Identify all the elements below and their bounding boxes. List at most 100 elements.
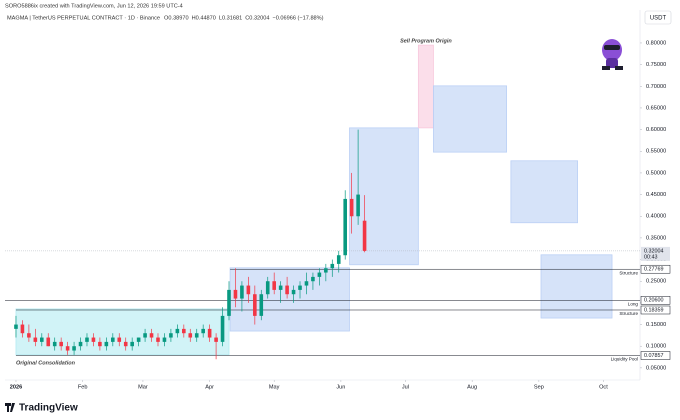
candle-body bbox=[98, 341, 102, 347]
candle-body bbox=[27, 333, 31, 338]
level-name: Structure bbox=[619, 270, 638, 275]
candle-body bbox=[85, 337, 89, 342]
candle-body bbox=[349, 198, 354, 217]
candle-body bbox=[304, 281, 309, 286]
zone-label: Original Consolidation bbox=[16, 360, 76, 366]
mascot bbox=[602, 39, 623, 70]
candle-body bbox=[149, 333, 154, 338]
zone-label: Sell Program Origin bbox=[400, 39, 452, 45]
candle-body bbox=[253, 294, 257, 316]
level-tag bbox=[640, 264, 671, 274]
level-price: 0.20600 bbox=[644, 298, 664, 304]
y-tick-label: 0.55000 bbox=[646, 149, 666, 155]
candle-body bbox=[311, 276, 315, 282]
x-tick-label: Aug bbox=[467, 384, 477, 390]
candle-body bbox=[336, 255, 341, 264]
candle-body bbox=[104, 341, 109, 347]
x-tick-label: Jul bbox=[402, 384, 409, 390]
candle-body bbox=[33, 337, 38, 342]
symbol-legend: MAGMA | TetherUS PERPETUAL CONTRACT · 1D… bbox=[7, 15, 324, 21]
zone bbox=[349, 127, 419, 266]
candle-body bbox=[117, 337, 122, 342]
candle-body bbox=[330, 263, 335, 269]
x-tick-label: 2026 bbox=[10, 384, 22, 390]
x-tick-label: Jun bbox=[336, 384, 345, 390]
x-tick-label: Apr bbox=[205, 384, 214, 390]
candle-body bbox=[343, 198, 348, 256]
candle-body bbox=[14, 324, 18, 329]
candle-body bbox=[130, 341, 134, 347]
x-tick-label: Oct bbox=[599, 384, 608, 390]
y-tick-label: 0.15000 bbox=[646, 322, 666, 328]
ohlc-value: H0.44870 bbox=[192, 15, 216, 21]
y-tick-label: 0.05000 bbox=[646, 365, 666, 371]
candle-body bbox=[240, 285, 244, 299]
candle-body bbox=[162, 337, 167, 342]
candle-body bbox=[272, 281, 276, 290]
candle-body bbox=[233, 289, 238, 299]
candle-body bbox=[52, 341, 57, 347]
y-tick-label: 0.35000 bbox=[646, 235, 666, 241]
candle-body bbox=[194, 333, 199, 338]
zone bbox=[229, 267, 350, 332]
candle-body bbox=[265, 281, 270, 295]
candle-body bbox=[91, 337, 96, 342]
candle-body bbox=[207, 328, 212, 338]
candle-body bbox=[278, 285, 283, 290]
x-tick-label: Mar bbox=[138, 384, 148, 390]
y-tick-label: 0.50000 bbox=[646, 170, 666, 176]
candle-body bbox=[169, 333, 173, 338]
candle-body bbox=[298, 285, 302, 290]
candle-body bbox=[220, 315, 225, 342]
candle-body bbox=[188, 333, 193, 338]
candle-body bbox=[65, 346, 70, 351]
y-tick-label: 0.40000 bbox=[646, 214, 666, 220]
level-name: Long bbox=[628, 302, 639, 307]
zone bbox=[510, 160, 578, 224]
candle-body bbox=[356, 194, 360, 217]
y-tick-label: 0.70000 bbox=[646, 84, 666, 90]
y-tick-label: 0.65000 bbox=[646, 105, 666, 111]
currency[interactable]: USDT bbox=[650, 16, 667, 22]
candle-body bbox=[78, 341, 83, 347]
last-price-tag bbox=[641, 246, 670, 261]
countdown: 00:43 bbox=[644, 254, 658, 260]
candle-body bbox=[259, 294, 264, 316]
brand-name: TradingView bbox=[19, 403, 78, 414]
candle-body bbox=[156, 337, 160, 342]
y-tick-label: 0.25000 bbox=[646, 279, 666, 285]
ohlc-value: L0.31681 bbox=[219, 15, 242, 21]
candle-body bbox=[291, 289, 296, 295]
currency-button[interactable] bbox=[644, 10, 672, 25]
level-price: 0.27769 bbox=[644, 267, 664, 273]
y-tick-label: 0.80000 bbox=[646, 40, 666, 46]
ohlc-value: O0.38970 bbox=[164, 15, 189, 21]
candle-body bbox=[175, 328, 180, 334]
y-tick-label: 0.10000 bbox=[646, 344, 666, 350]
level-tag bbox=[640, 296, 671, 305]
x-tick-label: Sep bbox=[534, 384, 544, 390]
candle-body bbox=[246, 285, 251, 295]
candle-body bbox=[214, 337, 218, 342]
candle-body bbox=[39, 337, 44, 342]
last-price-label: 0.32004 bbox=[644, 248, 664, 254]
level-price: 0.18359 bbox=[644, 307, 664, 313]
x-tick-label: Feb bbox=[78, 384, 88, 390]
candle-body bbox=[111, 337, 115, 342]
candle-body bbox=[285, 285, 289, 295]
ohlc-value: −0.06966 (−17.88%) bbox=[273, 15, 324, 21]
plot-area: Original Consolidation Sell Program Origi… bbox=[5, 39, 671, 390]
candle-body bbox=[136, 337, 141, 342]
candle-body bbox=[227, 289, 231, 316]
level-name: Structure bbox=[619, 311, 638, 316]
candle-body bbox=[72, 346, 76, 351]
author-line: SORO5886ix created with TradingView.com,… bbox=[5, 3, 183, 9]
level-tag bbox=[640, 351, 671, 360]
zone bbox=[417, 44, 434, 129]
candle-body bbox=[201, 328, 205, 334]
symbol: MAGMA | TetherUS PERPETUAL CONTRACT · 1D… bbox=[7, 15, 160, 21]
zone bbox=[433, 85, 507, 153]
candle-body bbox=[20, 324, 25, 334]
candle-body bbox=[324, 268, 328, 273]
